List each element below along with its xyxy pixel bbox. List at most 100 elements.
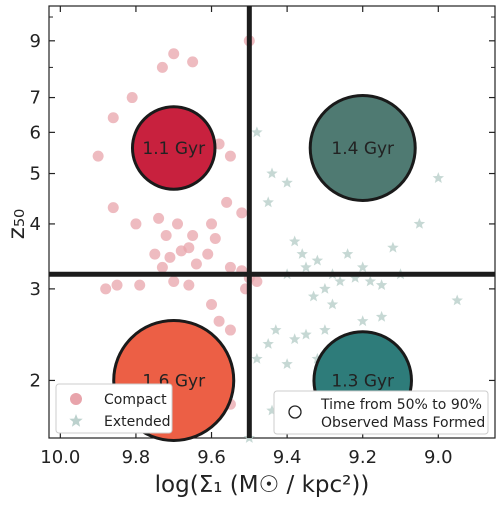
extended-point [375, 279, 388, 290]
compact-point [126, 92, 138, 104]
y-tick-label: 7 [30, 88, 41, 109]
extended-point [266, 167, 278, 179]
x-tick-label: 9.6 [197, 447, 226, 468]
quadrant-bubble-circle [308, 93, 417, 202]
compact-point [168, 48, 180, 60]
extended-point [300, 328, 312, 340]
compact-point [172, 218, 184, 230]
y-tick-label: 6 [30, 122, 41, 143]
compact-point [224, 261, 236, 273]
extended-point [432, 172, 444, 183]
extended-point [357, 261, 369, 273]
legend-size-marker [288, 405, 302, 419]
compact-point [187, 56, 199, 68]
extended-point [296, 248, 308, 259]
x-tick-label: 9.4 [273, 447, 302, 468]
compact-point [92, 150, 104, 162]
compact-point [107, 202, 119, 214]
compact-point [187, 230, 199, 242]
compact-point [160, 230, 172, 242]
x-tick-label: 9.2 [348, 447, 377, 468]
compact-point [183, 279, 195, 291]
compact-point [213, 315, 225, 327]
compact-point [190, 258, 202, 270]
compact-point [224, 324, 236, 336]
quadrant-bubble-circle [130, 105, 217, 191]
compact-point [251, 275, 263, 287]
legend-extended-label: Extended [104, 414, 171, 430]
extended-point [262, 338, 274, 349]
extended-point [413, 217, 426, 229]
legend-extended-marker [69, 414, 83, 427]
quadrant-bubble: 1.4 Gyr [308, 93, 417, 202]
extended-point [334, 275, 346, 287]
extended-point [311, 254, 324, 266]
compact-point [149, 248, 161, 260]
compact-point [111, 279, 123, 291]
extended-point [251, 126, 263, 138]
extended-point [251, 352, 263, 364]
compact-point [153, 212, 165, 224]
extended-point [375, 310, 388, 322]
extended-point [289, 235, 301, 247]
extended-point [289, 333, 301, 345]
extended-point [341, 248, 354, 259]
extended-point [319, 282, 331, 294]
compact-point [202, 248, 214, 260]
compact-point [206, 298, 218, 310]
extended-point [270, 324, 282, 335]
compact-point [168, 275, 180, 287]
x-tick-label: 9.0 [424, 447, 453, 468]
extended-point [357, 315, 369, 327]
x-tick-label: 9.8 [122, 447, 151, 468]
compact-point [130, 218, 142, 230]
extended-point [266, 404, 278, 416]
legend-size-box [273, 390, 489, 435]
quadrant-bubble-label: 1.4 Gyr [331, 139, 394, 159]
y-axis-title: z₅₀ [4, 209, 30, 240]
extended-point [349, 271, 361, 283]
quadrant-bubble-label: 1.1 Gyr [142, 139, 205, 159]
extended-point [364, 275, 376, 287]
extended-point [311, 352, 324, 364]
y-tick-label: 3 [30, 279, 41, 300]
legend-series-box [55, 383, 173, 434]
compact-point [134, 279, 146, 291]
compact-point [164, 251, 176, 263]
extended-point [326, 298, 339, 310]
x-axis-title: log(Σ₁ (M☉ / kpc²)) [155, 472, 370, 498]
extended-point [281, 358, 293, 369]
compact-point [107, 112, 119, 124]
quadrant-bubble-label: 1.3 Gyr [331, 371, 394, 391]
x-tick-label: 10.0 [40, 447, 80, 468]
legend-size: Time from 50% to 90% Observed Mass Forme… [273, 390, 489, 435]
legend-compact-marker [70, 393, 82, 405]
extended-point [307, 290, 320, 302]
legend-series: Compact Extended [55, 383, 173, 434]
compact-point [224, 150, 236, 162]
y-ticks: 2 3 4 5 6 7 9 [30, 16, 495, 391]
plot-frame [48, 5, 496, 439]
extended-point [387, 241, 399, 253]
compact-point [100, 283, 112, 295]
compact-point [156, 261, 168, 273]
extended-point [319, 324, 331, 335]
quadrant-bubble: 1.1 Gyr [130, 105, 217, 191]
extended-point [300, 261, 312, 273]
legend-size-label-line1: Time from 50% to 90% [320, 397, 482, 413]
compact-point [175, 245, 187, 257]
compact-point [206, 218, 218, 230]
extended-point [281, 176, 293, 188]
y-tick-label: 2 [30, 370, 41, 391]
y-tick-label: 4 [30, 214, 41, 235]
extended-point [451, 294, 463, 306]
compact-point [221, 196, 233, 208]
extended-point [262, 196, 274, 208]
y-tick-label: 5 [30, 164, 41, 185]
compact-point [209, 232, 221, 244]
legend-size-label-line2: Observed Mass Formed [321, 415, 485, 431]
y-tick-label: 9 [30, 31, 41, 52]
compact-point [236, 207, 248, 219]
legend-compact-label: Compact [104, 392, 167, 408]
